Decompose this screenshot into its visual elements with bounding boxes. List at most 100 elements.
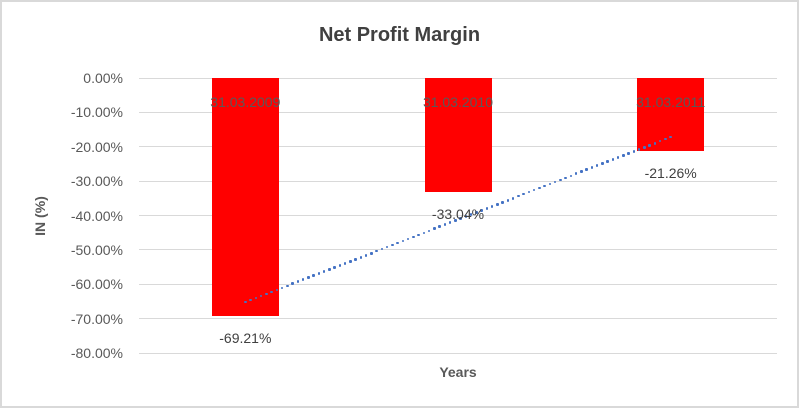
trendline-dot — [527, 190, 531, 194]
trendline-dot — [595, 164, 599, 167]
bar-31.03.2010 — [424, 78, 492, 192]
y-tick-label: -50.00% — [70, 241, 123, 258]
trendline-dot — [553, 180, 557, 184]
data-label: -21.26% — [644, 165, 697, 182]
trendline-dot — [538, 186, 541, 190]
trendline-dot — [328, 268, 331, 271]
y-tick-label: -20.00% — [70, 138, 123, 155]
trendline-dot — [611, 158, 615, 161]
trendline-dot — [454, 219, 457, 222]
trendline-dot — [485, 207, 489, 210]
trendline-dot — [244, 300, 247, 304]
trendline-dot — [406, 237, 410, 241]
gridline — [139, 318, 777, 320]
y-tick-label: -80.00% — [70, 345, 123, 361]
y-tick-label: -60.00% — [70, 276, 123, 293]
trendline-dot — [259, 294, 263, 298]
trendline-dot — [574, 172, 578, 176]
trendline-dot — [354, 258, 357, 261]
trendline-dot — [501, 201, 504, 204]
gridline — [139, 249, 777, 251]
trendline-dot — [443, 223, 447, 226]
y-tick-label: -70.00% — [70, 310, 123, 327]
trendline-dot — [459, 217, 462, 220]
trendline-dot — [286, 284, 289, 288]
trendline-dot — [291, 282, 294, 286]
trendline-dot — [433, 227, 436, 231]
trendline-dot — [559, 178, 562, 182]
trendline-dot — [464, 215, 468, 218]
trendline-dot — [412, 235, 415, 239]
trendline-dot — [417, 233, 420, 237]
trendline-dot — [616, 156, 620, 159]
trendline-dot — [564, 176, 567, 180]
trendline-dot — [343, 262, 347, 265]
trendline-dot — [601, 162, 604, 165]
trendline-dot — [606, 160, 609, 163]
gridline — [139, 283, 777, 285]
y-tick-label: -40.00% — [70, 207, 123, 224]
trendline-dot — [490, 205, 494, 208]
trendline-dot — [643, 146, 646, 149]
data-label: -33.04% — [431, 205, 485, 222]
gridline — [139, 215, 777, 216]
trendline-dot — [548, 182, 552, 186]
category-label: 31.03.2010 — [422, 94, 494, 110]
trendline-dot — [669, 135, 672, 139]
chart-title: Net Profit Margin — [318, 24, 481, 46]
bar-31.03.2009 — [211, 78, 279, 316]
trendline-dot — [427, 229, 431, 233]
trendline-dot — [338, 264, 342, 267]
gridline — [139, 352, 777, 354]
trendline-dot — [317, 272, 321, 275]
trendline-dot — [380, 247, 384, 251]
trendline-dot — [511, 196, 515, 200]
trendline-dot — [448, 221, 452, 224]
trendline-dot — [396, 241, 399, 245]
trendline-dot — [359, 256, 363, 259]
trendline-dot — [522, 192, 525, 196]
trendline-dot — [664, 137, 667, 141]
trendline-dot — [517, 194, 520, 198]
trendline-dot — [296, 280, 300, 284]
trendline-dot — [370, 251, 373, 255]
trendline-dot — [496, 203, 499, 206]
data-label: -69.21% — [219, 329, 272, 346]
category-label: 31.03.2009 — [210, 94, 281, 110]
trendline-dot — [333, 266, 336, 269]
trendline-dot — [480, 209, 483, 212]
trendline-dot — [648, 143, 651, 147]
trendline-dot — [469, 213, 473, 216]
trendline-dot — [307, 276, 310, 279]
trendline-dot — [580, 170, 583, 174]
trendline-dot — [364, 253, 368, 257]
trendline-dot — [622, 154, 625, 157]
trendline-dot — [422, 231, 426, 235]
trendline-dot — [249, 298, 252, 302]
trendline-dot — [322, 270, 326, 273]
trendline-dot — [385, 245, 389, 249]
trendline-dot — [543, 184, 546, 188]
trendline-dot — [506, 198, 510, 202]
trendline-dot — [391, 243, 394, 247]
trendline-dot — [401, 239, 405, 243]
trendline-dot — [532, 188, 536, 192]
trendline-dot — [438, 225, 441, 229]
trendline-dot — [301, 278, 305, 281]
trendline-dot — [637, 148, 641, 151]
trendline-dot — [475, 211, 478, 214]
x-axis-title: Years — [439, 364, 477, 380]
category-label: 31.03.2011 — [636, 94, 706, 110]
y-tick-label: -10.00% — [70, 104, 123, 121]
y-tick-label: -30.00% — [70, 173, 123, 190]
trendline-dot — [375, 249, 378, 253]
trendline-dot — [275, 288, 279, 292]
trendline-dot — [265, 292, 268, 296]
trendline-dot — [590, 166, 594, 169]
trendline-dot — [585, 168, 588, 171]
trendline-dot — [569, 174, 573, 178]
trendline-dot — [658, 139, 662, 143]
trendline-dot — [627, 152, 630, 155]
trendline-dot — [254, 296, 258, 300]
